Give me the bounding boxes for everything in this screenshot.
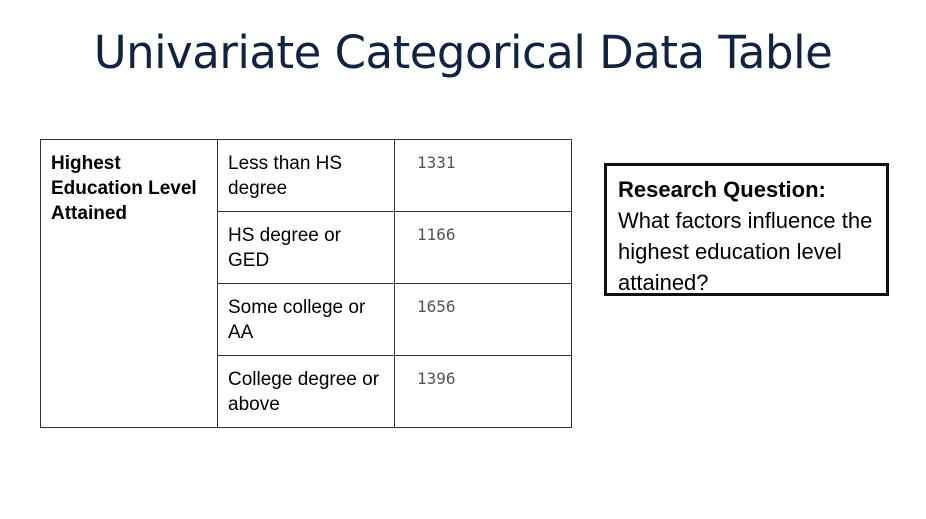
category-cell: HS degree or GED [217, 211, 395, 284]
count-cell: 1656 [394, 283, 572, 356]
category-cell: Less than HS degree [217, 139, 395, 212]
count-value: 1656 [417, 297, 456, 316]
research-question-label: Research Question: [618, 177, 826, 202]
count-value: 1331 [417, 153, 456, 172]
slide-title: Univariate Categorical Data Table [93, 26, 833, 79]
count-value: 1166 [417, 225, 456, 244]
category-label: Less than HS degree [228, 153, 343, 199]
table-row: College degree or above 1396 [41, 355, 572, 428]
category-label: HS degree or GED [228, 225, 342, 271]
count-value: 1396 [417, 369, 456, 388]
count-cell: 1166 [394, 211, 572, 284]
table-row: HS degree or GED 1166 [41, 211, 572, 284]
variable-name: Highest Education Level Attained [51, 153, 197, 224]
category-label: College degree or above [228, 369, 380, 415]
count-cell: 1331 [394, 139, 572, 212]
research-question-text: What factors influence the highest educa… [618, 208, 873, 295]
categorical-data-table: Highest Education Level Attained Less th… [40, 139, 572, 428]
category-cell: College degree or above [217, 355, 395, 428]
table-row: Highest Education Level Attained Less th… [40, 139, 572, 428]
variable-name-cell: Highest Education Level Attained [40, 139, 218, 428]
table-row: Some college or AA 1656 [41, 283, 572, 356]
count-cell: 1396 [394, 355, 572, 428]
category-cell: Some college or AA [217, 283, 395, 356]
research-question-box: Research Question: What factors influenc… [604, 163, 889, 296]
category-label: Some college or AA [228, 297, 366, 343]
